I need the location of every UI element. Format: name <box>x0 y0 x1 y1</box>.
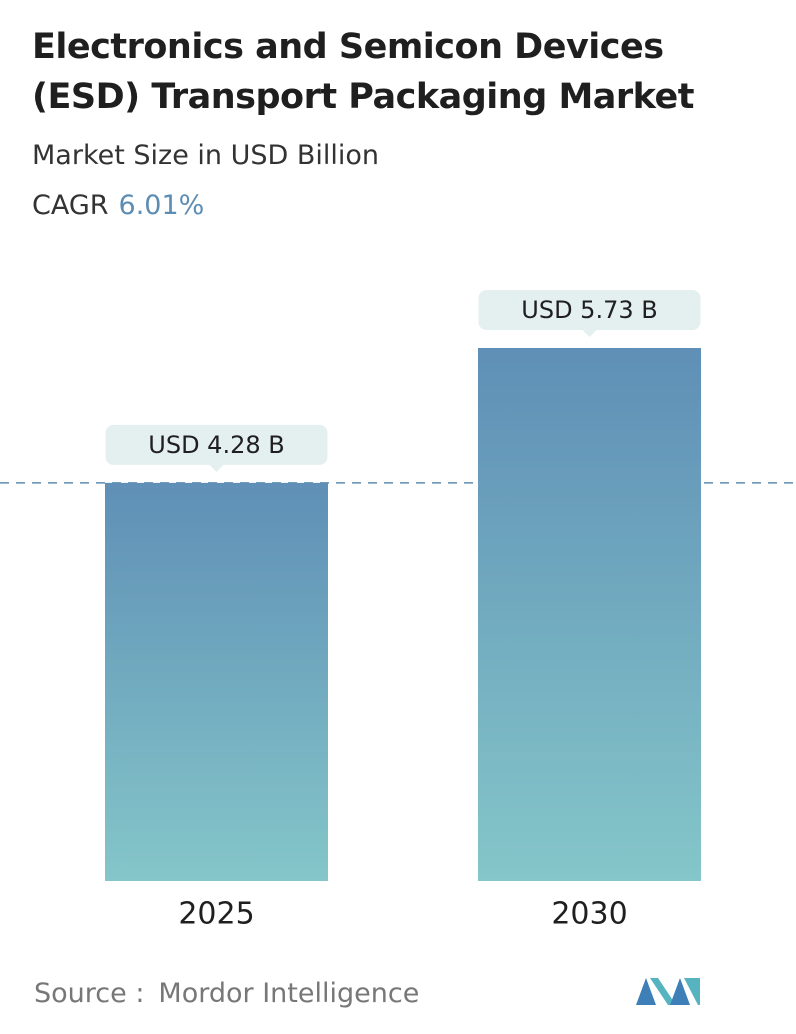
value-label: USD 4.28 B <box>148 431 284 459</box>
value-label-box <box>478 290 701 330</box>
cagr: CAGR 6.01% <box>32 190 204 221</box>
value-label-box <box>105 424 328 465</box>
value-label-pointer <box>581 329 598 337</box>
value-label-pointer <box>208 463 225 472</box>
cagr-label: CAGR <box>32 190 109 221</box>
source-name: Mordor Intelligence <box>158 978 420 1009</box>
bar <box>478 348 701 881</box>
logo <box>636 978 700 1005</box>
chart-subtitle: Market Size in USD Billion <box>32 140 380 171</box>
source: Source : Mordor Intelligence <box>34 978 419 1009</box>
x-tick-label: 2025 <box>178 897 254 932</box>
cagr-value: 6.01% <box>118 190 205 221</box>
value-label: USD 5.73 B <box>521 296 657 324</box>
source-label: Source : <box>34 978 145 1009</box>
x-tick-label: 2030 <box>551 897 627 932</box>
bar <box>105 482 328 881</box>
chart-title: Electronics and Semicon Devices (ESD) Tr… <box>32 27 694 117</box>
